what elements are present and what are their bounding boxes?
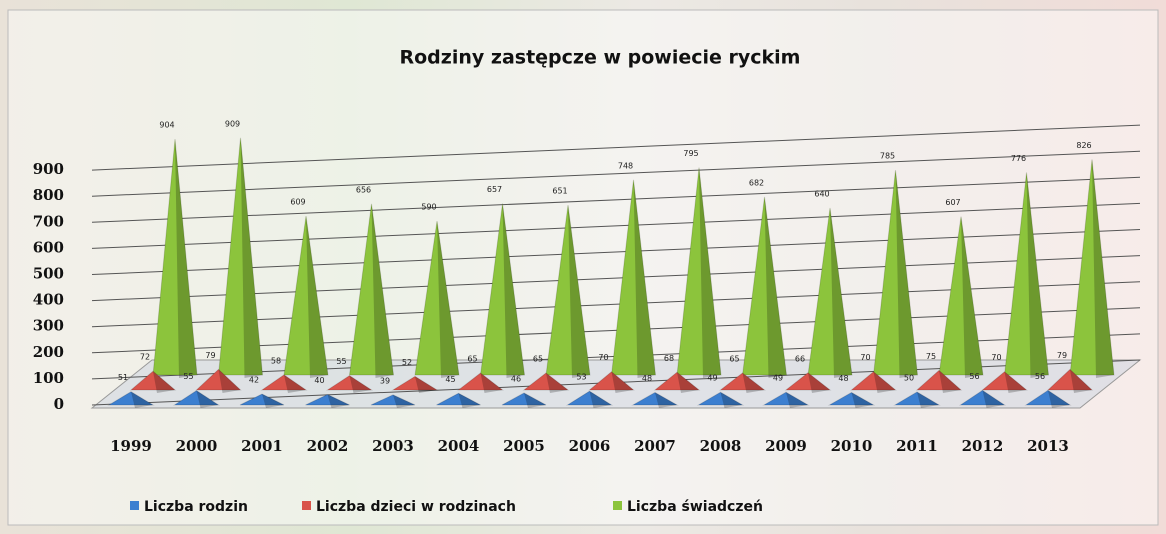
legend-swatch (302, 501, 311, 510)
x-tick-label: 2013 (1027, 437, 1069, 455)
value-label: 39 (380, 376, 390, 385)
y-tick-label: 100 (33, 369, 64, 387)
y-tick-label: 500 (33, 265, 64, 283)
y-tick-label: 900 (33, 160, 64, 178)
y-tick-label: 0 (54, 395, 64, 413)
legend-label: Liczba dzieci w rodzinach (316, 499, 516, 515)
legend-label: Liczba rodzin (144, 499, 248, 515)
page: Rodziny zastępcze w powiecie ryckim 0 100… (0, 0, 1166, 534)
value-label: 51 (118, 373, 128, 382)
value-label: 49 (707, 374, 717, 383)
value-label: 65 (533, 355, 543, 364)
value-label: 42 (249, 376, 259, 385)
x-tick-label: 2012 (962, 437, 1004, 455)
y-tick-label: 400 (33, 291, 64, 309)
x-tick-label: 2005 (503, 437, 545, 455)
value-label: 640 (814, 189, 829, 198)
x-tick-label: 2001 (241, 437, 283, 455)
value-label: 52 (402, 358, 412, 367)
value-label: 65 (467, 355, 477, 364)
value-label: 785 (880, 152, 895, 161)
value-label: 79 (1057, 351, 1067, 360)
x-tick-label: 1999 (110, 437, 152, 455)
chart: Rodziny zastępcze w powiecie ryckim 0 100… (0, 0, 1166, 534)
x-tick-label: 2004 (438, 437, 480, 455)
value-label: 651 (552, 187, 567, 196)
value-label: 55 (183, 372, 193, 381)
y-tick-label: 600 (33, 238, 64, 256)
legend-swatch (613, 501, 622, 510)
value-label: 65 (729, 355, 739, 364)
value-label: 70 (991, 353, 1001, 362)
y-tick-label: 700 (33, 212, 64, 230)
value-label: 70 (860, 353, 870, 362)
value-label: 657 (487, 185, 502, 194)
value-label: 795 (683, 149, 698, 158)
value-label: 607 (945, 198, 960, 207)
value-label: 50 (904, 373, 914, 382)
legend-swatch (130, 501, 139, 510)
value-label: 45 (445, 375, 455, 384)
value-label: 40 (314, 376, 324, 385)
value-label: 826 (1076, 141, 1091, 150)
value-label: 776 (1011, 154, 1026, 163)
value-label: 55 (336, 357, 346, 366)
x-tick-label: 2003 (372, 437, 414, 455)
value-label: 53 (576, 373, 586, 382)
x-tick-label: 2011 (896, 437, 938, 455)
value-label: 56 (1035, 372, 1045, 381)
value-label: 48 (642, 374, 652, 383)
x-tick-label: 2009 (765, 437, 807, 455)
legend-label: Liczba świadczeń (627, 499, 763, 515)
value-label: 70 (598, 353, 608, 362)
value-label: 590 (421, 203, 436, 212)
value-label: 909 (225, 119, 240, 128)
value-label: 656 (356, 185, 371, 194)
value-label: 58 (271, 356, 281, 365)
value-label: 609 (290, 198, 305, 207)
value-label: 72 (140, 353, 150, 362)
value-label: 68 (664, 354, 674, 363)
value-label: 748 (618, 161, 633, 170)
x-tick-label: 2007 (634, 437, 676, 455)
x-tick-label: 2002 (307, 437, 349, 455)
value-label: 66 (795, 354, 805, 363)
y-tick-label: 300 (33, 317, 64, 335)
value-label: 904 (159, 121, 174, 130)
value-label: 56 (969, 372, 979, 381)
x-tick-label: 2008 (700, 437, 742, 455)
value-label: 79 (205, 351, 215, 360)
x-tick-label: 2010 (831, 437, 873, 455)
y-tick-label: 800 (33, 186, 64, 204)
chart-title: Rodziny zastępcze w powiecie ryckim (400, 47, 801, 69)
value-label: 49 (773, 374, 783, 383)
x-tick-label: 2000 (176, 437, 218, 455)
y-tick-label: 200 (33, 343, 64, 361)
value-label: 75 (926, 352, 936, 361)
value-label: 682 (749, 178, 764, 187)
x-tick-label: 2006 (569, 437, 611, 455)
value-label: 46 (511, 374, 521, 383)
value-label: 48 (838, 374, 848, 383)
